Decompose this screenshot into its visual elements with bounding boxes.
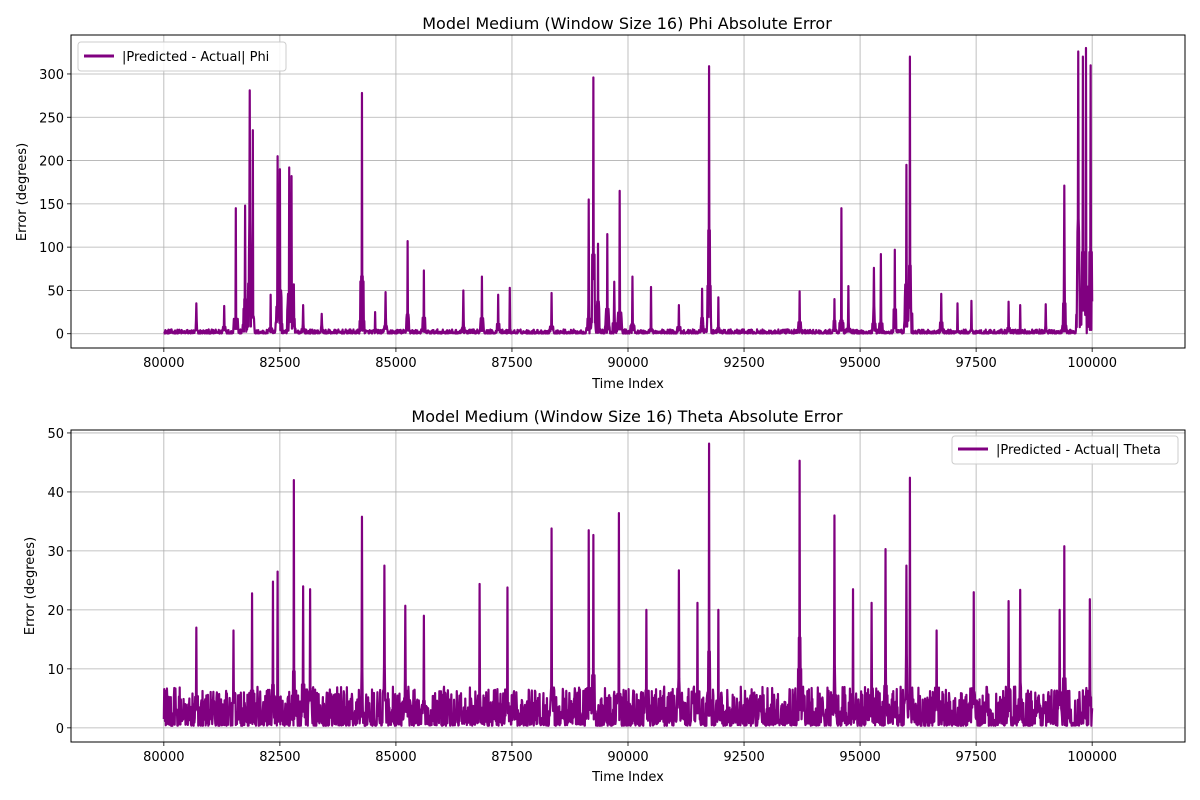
phi-x-tick-label: 95000 xyxy=(839,356,880,371)
phi-series xyxy=(163,46,1094,335)
theta-error-line xyxy=(162,442,1094,727)
theta-series xyxy=(162,442,1094,727)
phi-y-tick-label: 0 xyxy=(56,328,64,343)
theta-y-tick-label: 40 xyxy=(47,486,64,501)
phi-x-tick-label: 90000 xyxy=(607,356,648,371)
phi-x-tick-label: 92500 xyxy=(723,356,764,371)
phi-y-ticks: 0 50 100 150 200 250 300 xyxy=(39,68,71,343)
phi-x-tick-label: 80000 xyxy=(143,356,184,371)
theta-grid xyxy=(71,430,1185,742)
phi-y-tick-label: 50 xyxy=(47,284,64,299)
phi-x-tick-label: 97500 xyxy=(955,356,996,371)
phi-legend: |Predicted - Actual| Phi xyxy=(77,41,287,72)
phi-x-tick-label: 85000 xyxy=(375,356,416,371)
theta-x-tick-label: 100000 xyxy=(1067,750,1117,765)
theta-chart-title: Model Medium (Window Size 16) Theta Abso… xyxy=(411,407,843,426)
phi-x-tick-label: 82500 xyxy=(259,356,300,371)
phi-y-tick-label: 200 xyxy=(39,155,64,170)
phi-error-line xyxy=(163,46,1094,335)
theta-y-tick-label: 20 xyxy=(47,604,64,619)
theta-legend-label: |Predicted - Actual| Theta xyxy=(996,443,1161,458)
phi-x-ticks: 80000 82500 85000 87500 90000 92500 95000 97500… xyxy=(143,348,1117,371)
phi-x-tick-label: 87500 xyxy=(491,356,532,371)
theta-x-tick-label: 95000 xyxy=(839,750,880,765)
phi-legend-label: |Predicted - Actual| Phi xyxy=(122,50,269,65)
theta-y-ticks: 0 10 20 30 40 50 xyxy=(47,427,71,737)
theta-x-tick-label: 80000 xyxy=(143,750,184,765)
phi-chart-title: Model Medium (Window Size 16) Phi Absolu… xyxy=(422,14,832,33)
phi-y-tick-label: 300 xyxy=(39,68,64,83)
theta-legend-box xyxy=(951,435,1179,465)
theta-x-tick-label: 82500 xyxy=(259,750,300,765)
theta-x-ticks: 80000 82500 85000 87500 90000 92500 95000 97500… xyxy=(143,742,1117,765)
theta-x-tick-label: 87500 xyxy=(491,750,532,765)
phi-y-tick-label: 250 xyxy=(39,111,64,126)
phi-legend-box xyxy=(77,41,287,72)
theta-y-axis-label: Error (degrees) xyxy=(23,537,38,635)
theta-x-axis-label: Time Index xyxy=(591,770,664,785)
theta-error-chart: Model Medium (Window Size 16) Theta Abso… xyxy=(23,407,1186,785)
phi-y-tick-label: 100 xyxy=(39,241,64,256)
phi-y-axis-label: Error (degrees) xyxy=(15,143,30,241)
phi-x-tick-label: 100000 xyxy=(1067,356,1117,371)
theta-x-tick-label: 90000 xyxy=(607,750,648,765)
phi-x-axis-label: Time Index xyxy=(591,377,664,392)
theta-y-tick-label: 10 xyxy=(47,663,64,678)
theta-y-tick-label: 30 xyxy=(47,545,64,560)
theta-legend: |Predicted - Actual| Theta xyxy=(951,435,1179,465)
phi-y-tick-label: 150 xyxy=(39,198,64,213)
theta-x-tick-label: 97500 xyxy=(955,750,996,765)
theta-y-tick-label: 0 xyxy=(56,722,64,737)
theta-x-tick-label: 85000 xyxy=(375,750,416,765)
phi-error-chart: Model Medium (Window Size 16) Phi Absolu… xyxy=(15,14,1186,392)
theta-x-tick-label: 92500 xyxy=(723,750,764,765)
theta-y-tick-label: 50 xyxy=(47,427,64,442)
